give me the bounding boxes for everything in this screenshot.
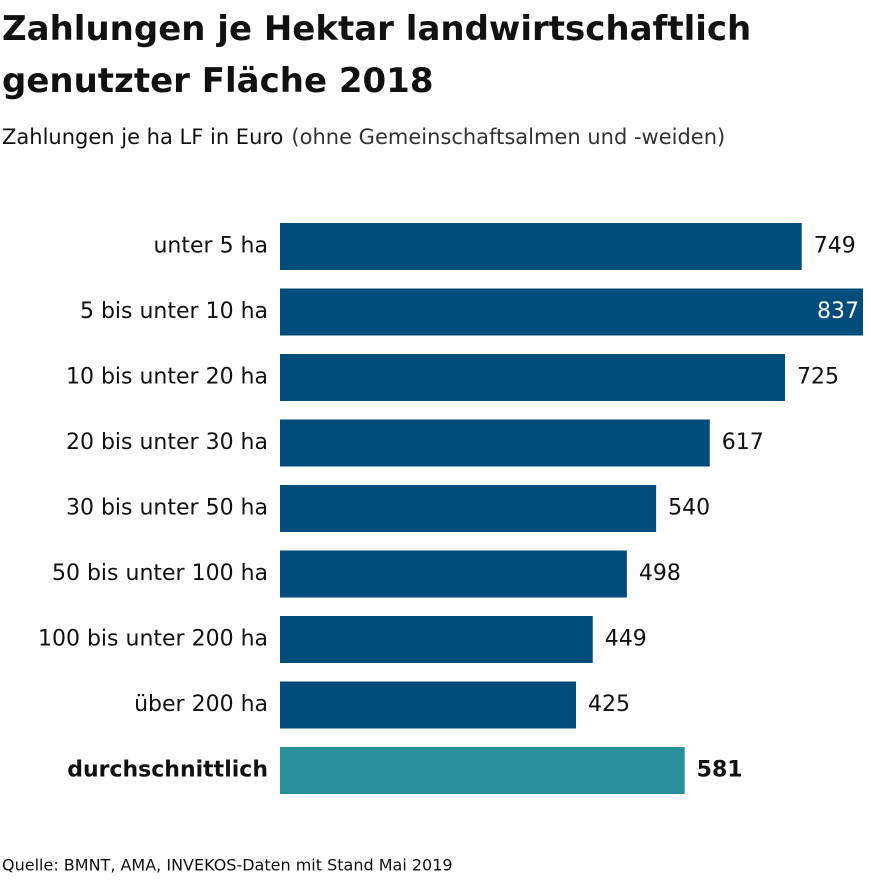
category-label: 50 bis unter 100 ha xyxy=(52,561,268,586)
category-label: über 200 ha xyxy=(134,692,268,717)
value-label: 540 xyxy=(668,496,710,521)
value-label: 581 xyxy=(697,758,743,783)
source: Quelle: BMNT, AMA, INVEKOS-Daten mit Sta… xyxy=(2,856,453,875)
category-label: durchschnittlich xyxy=(67,758,268,783)
bar xyxy=(280,223,802,270)
value-label: 837 xyxy=(817,299,859,324)
subtitle-note: (ohne Gemeinschaftsalmen und -weiden) xyxy=(291,125,725,149)
bar xyxy=(280,354,785,401)
category-label: unter 5 ha xyxy=(153,234,268,259)
value-label: 749 xyxy=(814,234,856,259)
bar xyxy=(280,550,627,598)
bar xyxy=(280,747,685,794)
value-label: 498 xyxy=(639,561,681,586)
value-label: 617 xyxy=(722,430,764,455)
bar xyxy=(280,616,593,663)
subtitle: Zahlungen je ha LF in Euro xyxy=(2,125,283,149)
bar xyxy=(280,485,657,532)
bar xyxy=(280,288,863,336)
category-label: 30 bis unter 50 ha xyxy=(66,496,268,521)
category-label: 5 bis unter 10 ha xyxy=(80,299,268,324)
category-label: 100 bis unter 200 ha xyxy=(38,627,268,652)
chart-subtitle: Zahlungen je ha LF in Euro (ohne Gemeinsc… xyxy=(2,125,725,149)
bar xyxy=(280,419,710,467)
value-label: 425 xyxy=(588,692,630,717)
category-label: 20 bis unter 30 ha xyxy=(66,430,268,455)
chart-title: Zahlungen je Hektar landwirtschaftlich ge… xyxy=(2,9,751,101)
value-label: 725 xyxy=(797,365,839,390)
category-label: 10 bis unter 20 ha xyxy=(66,365,268,390)
value-label: 449 xyxy=(605,627,647,652)
bar xyxy=(280,681,577,729)
